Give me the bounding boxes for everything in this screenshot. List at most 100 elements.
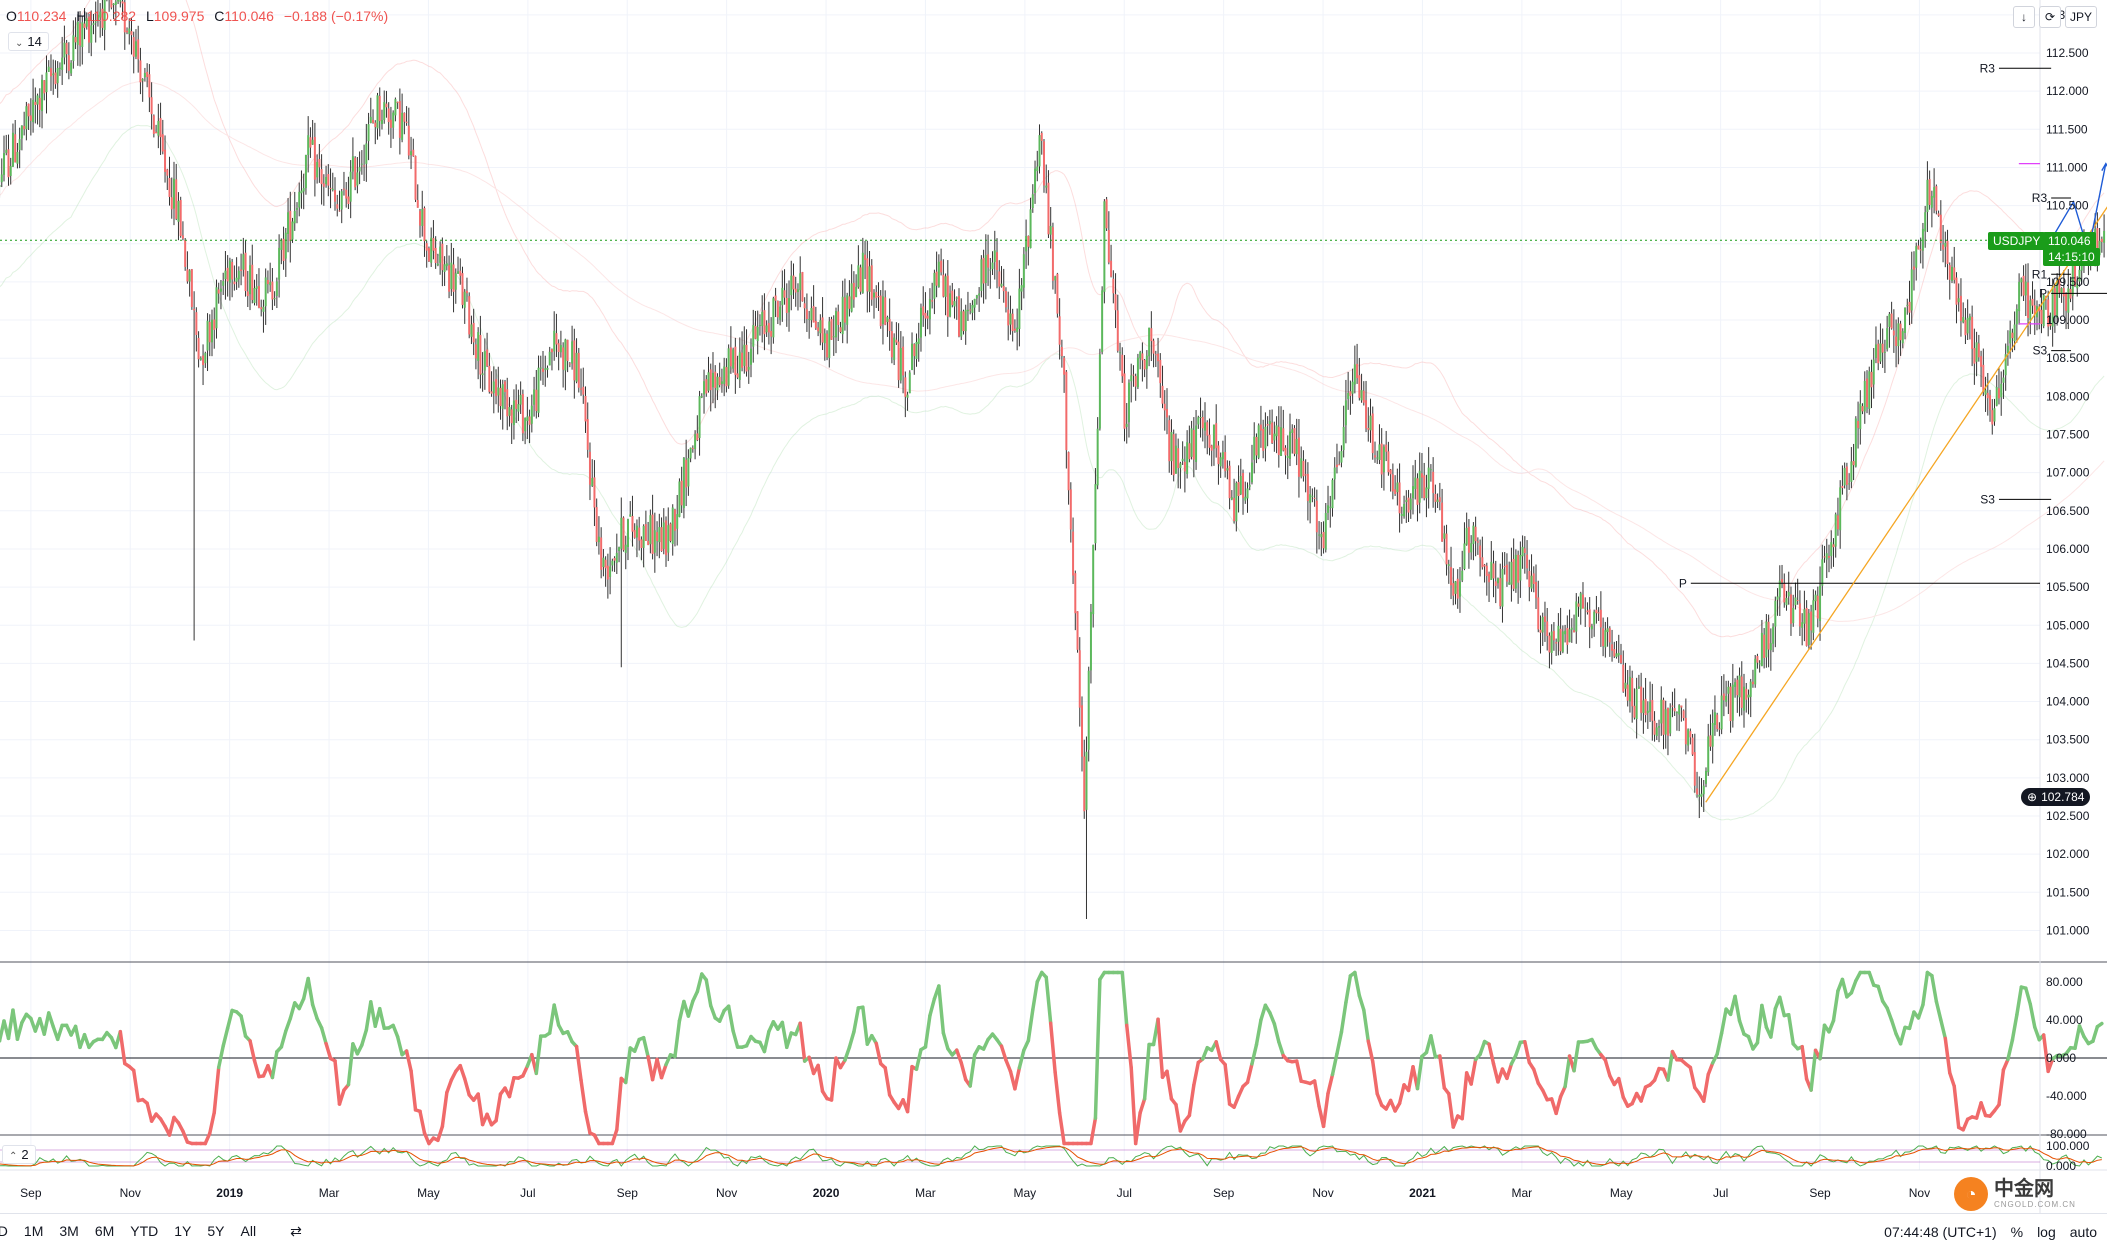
candle-body [1629, 677, 1631, 702]
pivot-label: P [1679, 576, 1687, 590]
osc-segment [809, 1057, 813, 1073]
candle-body [370, 117, 372, 123]
indicator-stoch-tag[interactable]: ⌃2 [2, 1145, 36, 1164]
candle-body [857, 265, 859, 287]
candle-body [381, 120, 383, 124]
candle-body [379, 96, 381, 121]
candle-body [582, 387, 584, 395]
candle-body [1877, 344, 1879, 363]
candle-body [1117, 310, 1119, 350]
osc-segment [2012, 1015, 2016, 1040]
refresh-icon[interactable]: ⟳ [2039, 6, 2061, 28]
range-buttons: 5D 1M 3M 6M YTD 1Y 5Y All ⇄ [0, 1223, 302, 1240]
candle-body [394, 99, 396, 115]
osc-segment [706, 980, 710, 1006]
candle-body [283, 239, 285, 261]
candle-body [1166, 409, 1168, 417]
percent-toggle[interactable]: % [2011, 1224, 2023, 1240]
candle-body [980, 259, 982, 291]
candle-body [1027, 236, 1029, 247]
goto-date-icon[interactable]: ⇄ [290, 1223, 302, 1240]
candle-body [884, 297, 886, 324]
range-5y[interactable]: 5Y [207, 1223, 224, 1240]
candle-body [390, 120, 392, 128]
candle-body [1215, 423, 1217, 448]
range-6m[interactable]: 6M [95, 1223, 114, 1240]
candle-body [996, 252, 998, 270]
candle-body [880, 296, 882, 327]
candle-body [522, 394, 524, 433]
chart-canvas[interactable]: R3R3R1PS3S3P113.000112.500112.000111.500… [0, 0, 2107, 1213]
range-1y[interactable]: 1Y [174, 1223, 191, 1240]
candle-body [1331, 480, 1333, 508]
candle-body [1607, 628, 1609, 632]
candle-body [1911, 269, 1913, 310]
auto-toggle[interactable]: auto [2070, 1224, 2097, 1240]
candle-body [1631, 678, 1633, 706]
price-tick-label: 107.500 [2046, 428, 2090, 442]
candle-body [457, 271, 459, 273]
candle-body [1774, 601, 1776, 627]
candle-body [493, 382, 495, 394]
time-tick-label: Jul [520, 1186, 535, 1200]
osc-segment [1417, 1056, 1421, 1088]
price-tick-label: 108.500 [2046, 351, 2090, 365]
osc-segment [1489, 1044, 1493, 1064]
osc-segment [1046, 977, 1050, 1023]
candle-body [886, 317, 888, 322]
candle-body [1987, 393, 1989, 398]
candle-body [1164, 404, 1166, 411]
crosshair-price-tag[interactable]: ⊕102.784 [2021, 788, 2090, 806]
candle-body [198, 338, 200, 359]
close-value: 110.046 [224, 8, 274, 24]
osc-segment [1641, 1087, 1645, 1101]
candle-body [1689, 731, 1691, 737]
osc-segment [1051, 1023, 1055, 1072]
candle-body [1323, 532, 1325, 548]
candle-body [1692, 738, 1694, 755]
candle-body [1578, 604, 1580, 607]
osc-segment [1869, 973, 1873, 986]
candle-body [806, 309, 808, 319]
candle-body [992, 262, 994, 269]
candle-body [913, 344, 915, 356]
candle-body [213, 320, 215, 330]
osc-segment [1091, 1118, 1095, 1143]
indicator-main-tag[interactable]: ⌄14 [8, 32, 49, 51]
candle-body [1953, 267, 1955, 280]
candle-body [1985, 390, 1987, 395]
range-1m[interactable]: 1M [24, 1223, 43, 1240]
candle-body [202, 356, 204, 365]
osc-segment [1619, 1079, 1623, 1098]
candle-body [902, 347, 904, 376]
download-icon[interactable]: ↓ [2013, 6, 2035, 28]
currency-button[interactable]: JPY [2065, 6, 2097, 28]
candle-body [1280, 427, 1282, 456]
range-3m[interactable]: 3M [59, 1223, 78, 1240]
candle-body [1917, 246, 1919, 250]
log-toggle[interactable]: log [2037, 1224, 2056, 1240]
candle-body [1935, 186, 1937, 211]
candle-body [1808, 613, 1810, 645]
candle-body [164, 150, 166, 172]
candle-body [757, 327, 759, 341]
candle-body [741, 353, 743, 368]
candle-body [1730, 687, 1732, 722]
candle-body [1278, 427, 1280, 455]
osc-segment [729, 1006, 733, 1031]
candle-body [1466, 528, 1468, 545]
candle-body [1179, 463, 1181, 468]
range-5d[interactable]: 5D [0, 1223, 8, 1240]
osc-segment [1480, 1042, 1484, 1055]
candle-body [1586, 610, 1588, 612]
candle-body [448, 265, 450, 291]
candle-body [343, 189, 345, 190]
price-tick-label: 102.500 [2046, 809, 2090, 823]
price-tick-label: 101.000 [2046, 923, 2090, 937]
range-ytd[interactable]: YTD [130, 1223, 158, 1240]
candle-body [1662, 700, 1664, 735]
candle-body [1519, 555, 1521, 581]
candle-body [1654, 721, 1656, 735]
osc-segment [170, 1117, 174, 1135]
range-all[interactable]: All [241, 1223, 257, 1240]
